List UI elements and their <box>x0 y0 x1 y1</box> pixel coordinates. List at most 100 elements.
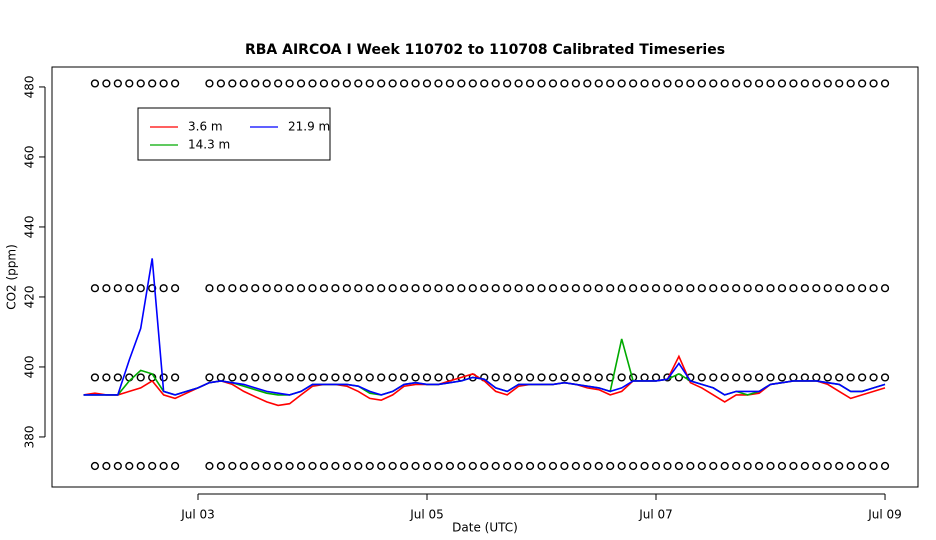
marker-circle <box>686 461 695 471</box>
marker-circle <box>800 461 809 471</box>
marker-circle <box>331 79 340 88</box>
marker-circle <box>697 79 706 88</box>
marker-circle <box>434 79 443 88</box>
marker-circle <box>858 79 867 88</box>
marker-circle <box>422 79 432 88</box>
marker-circle <box>606 79 615 88</box>
marker-circle <box>377 284 386 293</box>
marker-circle <box>445 461 455 471</box>
marker-circle <box>560 284 569 293</box>
marker-circle <box>869 373 878 382</box>
marker-circle <box>777 373 787 382</box>
marker-circle <box>537 284 546 293</box>
marker-circle <box>308 79 317 88</box>
marker-circle <box>468 79 477 88</box>
marker-circle <box>743 461 752 471</box>
marker-circle <box>869 284 878 293</box>
marker-circle <box>777 79 787 88</box>
marker-circle <box>835 373 844 382</box>
x-tick-label: Jul 09 <box>867 508 902 522</box>
marker-circle <box>251 461 260 471</box>
marker-circle <box>583 284 592 293</box>
marker-circle <box>743 373 752 382</box>
marker-circle <box>571 461 580 471</box>
marker-circle <box>296 79 306 88</box>
marker-circle <box>400 461 409 471</box>
marker-circle <box>629 284 638 293</box>
marker-circle <box>205 284 214 293</box>
marker-circle <box>823 461 832 471</box>
marker-circle <box>90 461 100 471</box>
marker-circle <box>491 373 500 382</box>
marker-circle <box>537 79 546 88</box>
marker-circle <box>846 79 855 88</box>
marker-circle <box>113 461 122 471</box>
marker-circle <box>651 284 661 293</box>
x-tick-label: Jul 07 <box>638 508 673 522</box>
marker-circle <box>365 79 374 88</box>
marker-circle <box>251 284 260 293</box>
legend-label: 14.3 m <box>188 138 230 152</box>
marker-circle <box>548 373 558 382</box>
marker-circle <box>686 79 695 88</box>
marker-circle <box>342 373 351 382</box>
marker-circle <box>342 284 351 293</box>
marker-circle <box>571 79 580 88</box>
marker-circle <box>365 284 374 293</box>
marker-circle <box>216 284 225 293</box>
marker-circle <box>732 79 741 88</box>
marker-circle <box>102 373 111 382</box>
marker-circle <box>537 373 546 382</box>
marker-circle <box>766 373 775 382</box>
marker-circle <box>766 284 775 293</box>
marker-circle <box>594 373 603 382</box>
marker-circle <box>594 79 603 88</box>
legend-label: 3.6 m <box>188 120 223 134</box>
marker-circle <box>251 373 260 382</box>
marker-circle <box>858 284 867 293</box>
marker-circle <box>308 284 317 293</box>
marker-circle <box>377 373 386 382</box>
marker-circle <box>560 373 569 382</box>
marker-circle <box>777 284 787 293</box>
marker-circle <box>434 461 443 471</box>
marker-circle <box>411 284 420 293</box>
marker-circle <box>743 79 752 88</box>
marker-circle <box>125 284 134 293</box>
marker-circle <box>663 461 672 471</box>
marker-circle <box>480 79 489 88</box>
marker-circle <box>514 284 523 293</box>
marker-circle <box>148 284 157 293</box>
marker-circle <box>262 373 271 382</box>
marker-circle <box>789 284 798 293</box>
chart-title: RBA AIRCOA I Week 110702 to 110708 Calib… <box>245 42 725 58</box>
marker-circle <box>571 284 580 293</box>
marker-circle <box>136 79 145 88</box>
marker-circle <box>457 461 466 471</box>
marker-circle <box>411 79 420 88</box>
marker-circle <box>548 284 558 293</box>
marker-circle <box>835 284 844 293</box>
marker-circle <box>239 79 248 88</box>
marker-circle <box>331 373 340 382</box>
marker-circle <box>319 79 329 88</box>
marker-circle <box>720 284 729 293</box>
marker-circle <box>766 79 775 88</box>
marker-circle <box>720 79 729 88</box>
marker-circle <box>354 461 363 471</box>
marker-circle <box>617 461 626 471</box>
marker-circle <box>365 373 374 382</box>
marker-circle <box>640 79 649 88</box>
marker-circle <box>606 284 615 293</box>
marker-circle <box>239 461 248 471</box>
marker-circle <box>846 373 855 382</box>
marker-circle <box>709 461 718 471</box>
marker-circle <box>709 79 718 88</box>
y-tick-label: 460 <box>23 145 37 168</box>
marker-circle <box>400 79 409 88</box>
x-tick-label: Jul 05 <box>409 508 444 522</box>
marker-circle <box>812 79 821 88</box>
marker-circle <box>880 284 890 293</box>
marker-circle <box>285 373 294 382</box>
